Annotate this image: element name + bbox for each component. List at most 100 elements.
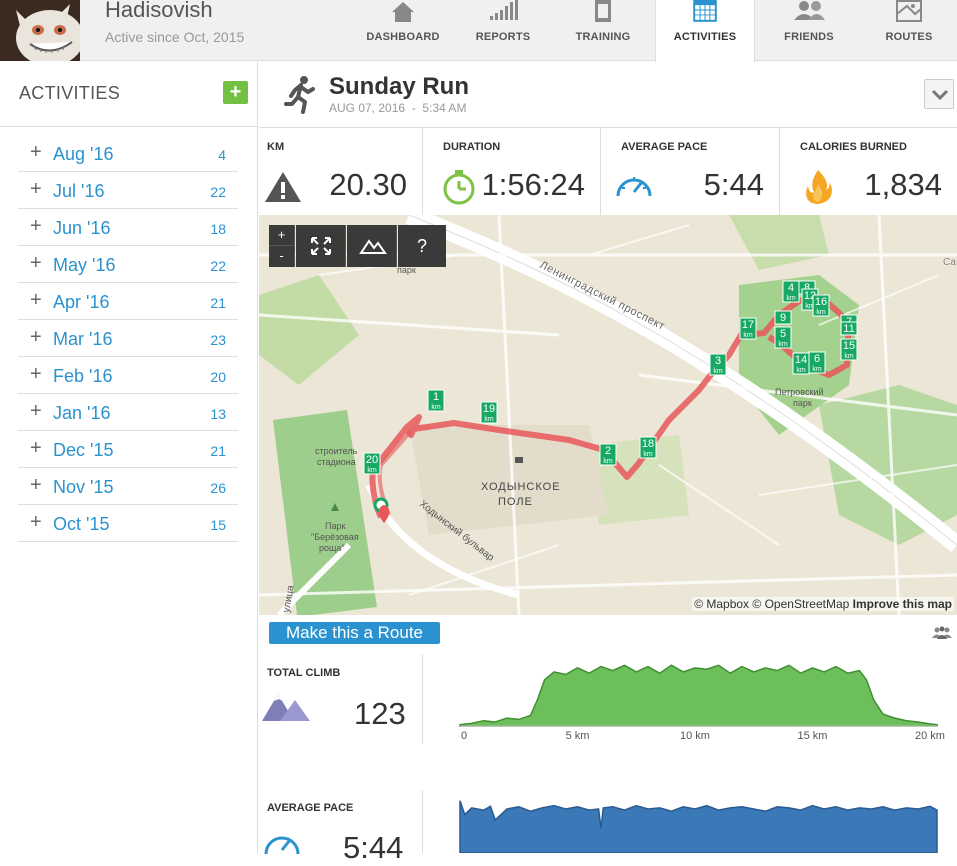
- stat-label: AVERAGE PACE: [621, 141, 708, 153]
- group-icon[interactable]: [932, 626, 952, 640]
- mountain-icon: [359, 239, 387, 254]
- username[interactable]: Hadisovish: [105, 0, 213, 22]
- zoom-in-button[interactable]: +: [269, 225, 294, 246]
- flame-icon: [806, 170, 832, 204]
- expand-icon[interactable]: +: [30, 511, 42, 533]
- month-item[interactable]: + Dec '15 21: [18, 431, 238, 468]
- month-item[interactable]: + Aug '16 4: [18, 135, 238, 172]
- month-label[interactable]: Jan '16: [53, 403, 111, 423]
- map-canvas[interactable]: парк Ленинградский проспект ХОДЫНСКОЕ ПО…: [259, 215, 957, 615]
- km-marker[interactable]: 1km: [427, 389, 445, 412]
- month-label[interactable]: Nov '15: [53, 477, 114, 497]
- nav-reports[interactable]: REPORTS: [453, 0, 553, 61]
- km-marker[interactable]: 2km: [599, 443, 617, 466]
- expand-icon[interactable]: +: [30, 252, 42, 274]
- km-marker[interactable]: 3km: [709, 353, 727, 376]
- expand-icon[interactable]: +: [30, 141, 42, 163]
- make-route-button[interactable]: Make this a Route: [269, 622, 440, 644]
- stat-value: 1:56:24: [481, 167, 585, 202]
- month-item[interactable]: + Oct '15 15: [18, 505, 238, 542]
- km-marker[interactable]: 9: [774, 310, 792, 325]
- nav-label: FRIENDS: [784, 31, 834, 43]
- add-activity-button[interactable]: +: [223, 81, 248, 104]
- expand-icon[interactable]: +: [30, 289, 42, 311]
- month-count: 26: [210, 480, 226, 496]
- expand-icon[interactable]: +: [30, 178, 42, 200]
- route-map[interactable]: парк Ленинградский проспект ХОДЫНСКОЕ ПО…: [259, 215, 957, 615]
- km-marker-unit: km: [844, 353, 854, 360]
- expand-icon[interactable]: +: [30, 326, 42, 348]
- month-item[interactable]: + Nov '15 26: [18, 468, 238, 505]
- terrain-button[interactable]: [347, 225, 397, 267]
- expand-icon[interactable]: +: [30, 400, 42, 422]
- map-label: ПОЛЕ: [498, 496, 533, 508]
- zoom-out-button[interactable]: -: [279, 248, 284, 263]
- activity-title: Sunday Run: [329, 73, 470, 100]
- km-marker[interactable]: 4km: [782, 280, 800, 303]
- zoom-control: + -: [269, 225, 295, 267]
- expand-icon[interactable]: +: [30, 437, 42, 459]
- month-label[interactable]: May '16: [53, 255, 116, 275]
- month-item[interactable]: + Jun '16 18: [18, 209, 238, 246]
- end-pin[interactable]: [378, 505, 390, 523]
- nav-training[interactable]: TRAINING: [553, 0, 653, 61]
- map-label: Петровский: [775, 387, 823, 397]
- map-label: "Берёзовая: [311, 532, 359, 542]
- nav-activities[interactable]: ACTIVITIES: [655, 0, 755, 62]
- nav-routes[interactable]: ROUTES: [859, 0, 957, 61]
- km-marker[interactable]: 11: [840, 321, 858, 336]
- month-item[interactable]: + Apr '16 21: [18, 283, 238, 320]
- month-label[interactable]: Dec '15: [53, 440, 114, 460]
- month-label[interactable]: Oct '15: [53, 514, 110, 534]
- month-label[interactable]: Mar '16: [53, 329, 113, 349]
- km-marker[interactable]: 6km: [808, 351, 826, 374]
- month-label[interactable]: Feb '16: [53, 366, 113, 386]
- home-icon: [392, 2, 414, 22]
- fullscreen-button[interactable]: [296, 225, 346, 267]
- elevation-area[interactable]: [459, 664, 938, 727]
- month-label[interactable]: Jul '16: [53, 181, 105, 201]
- elevation-chart[interactable]: 0 5 km 10 km 15 km 20 km: [452, 656, 952, 748]
- month-label[interactable]: Jun '16: [53, 218, 111, 238]
- nav-dashboard[interactable]: DASHBOARD: [353, 0, 453, 61]
- month-item[interactable]: + Feb '16 20: [18, 357, 238, 394]
- map-label: парк: [793, 398, 812, 408]
- map-label: парк: [397, 265, 416, 275]
- pace-area[interactable]: [459, 800, 938, 853]
- nav-friends[interactable]: FRIENDS: [759, 0, 859, 61]
- km-marker[interactable]: 5km: [774, 326, 792, 349]
- mapbox-link[interactable]: © Mapbox: [694, 597, 750, 611]
- map-help-button[interactable]: ?: [398, 225, 446, 267]
- month-item[interactable]: + Jan '16 13: [18, 394, 238, 431]
- map-label: стадиона: [317, 457, 356, 467]
- km-marker-number: 9: [780, 312, 786, 324]
- km-marker-number: 11: [843, 323, 854, 335]
- month-label[interactable]: Aug '16: [53, 144, 114, 164]
- expand-icon[interactable]: +: [30, 474, 42, 496]
- expand-icon[interactable]: +: [30, 215, 42, 237]
- osm-link[interactable]: © OpenStreetMap: [752, 597, 850, 611]
- month-item[interactable]: + Jul '16 22: [18, 172, 238, 209]
- chevron-down-icon: [931, 89, 949, 101]
- expand-icon[interactable]: +: [30, 363, 42, 385]
- activity-menu-button[interactable]: [924, 79, 954, 109]
- nav-label: TRAINING: [575, 31, 631, 43]
- avatar[interactable]: [0, 0, 80, 61]
- improve-map-link[interactable]: Improve this map: [852, 597, 952, 611]
- stat-calories: CALORIES BURNED 1,834: [780, 128, 957, 216]
- month-label[interactable]: Apr '16: [53, 292, 110, 312]
- km-marker-number: 14: [795, 354, 807, 366]
- pace-chart[interactable]: [452, 796, 952, 853]
- month-item[interactable]: + May '16 22: [18, 246, 238, 283]
- stadium-icon: [515, 457, 523, 463]
- map-icon: [896, 0, 922, 22]
- friends-icon: [794, 1, 825, 20]
- month-item[interactable]: + Mar '16 23: [18, 320, 238, 357]
